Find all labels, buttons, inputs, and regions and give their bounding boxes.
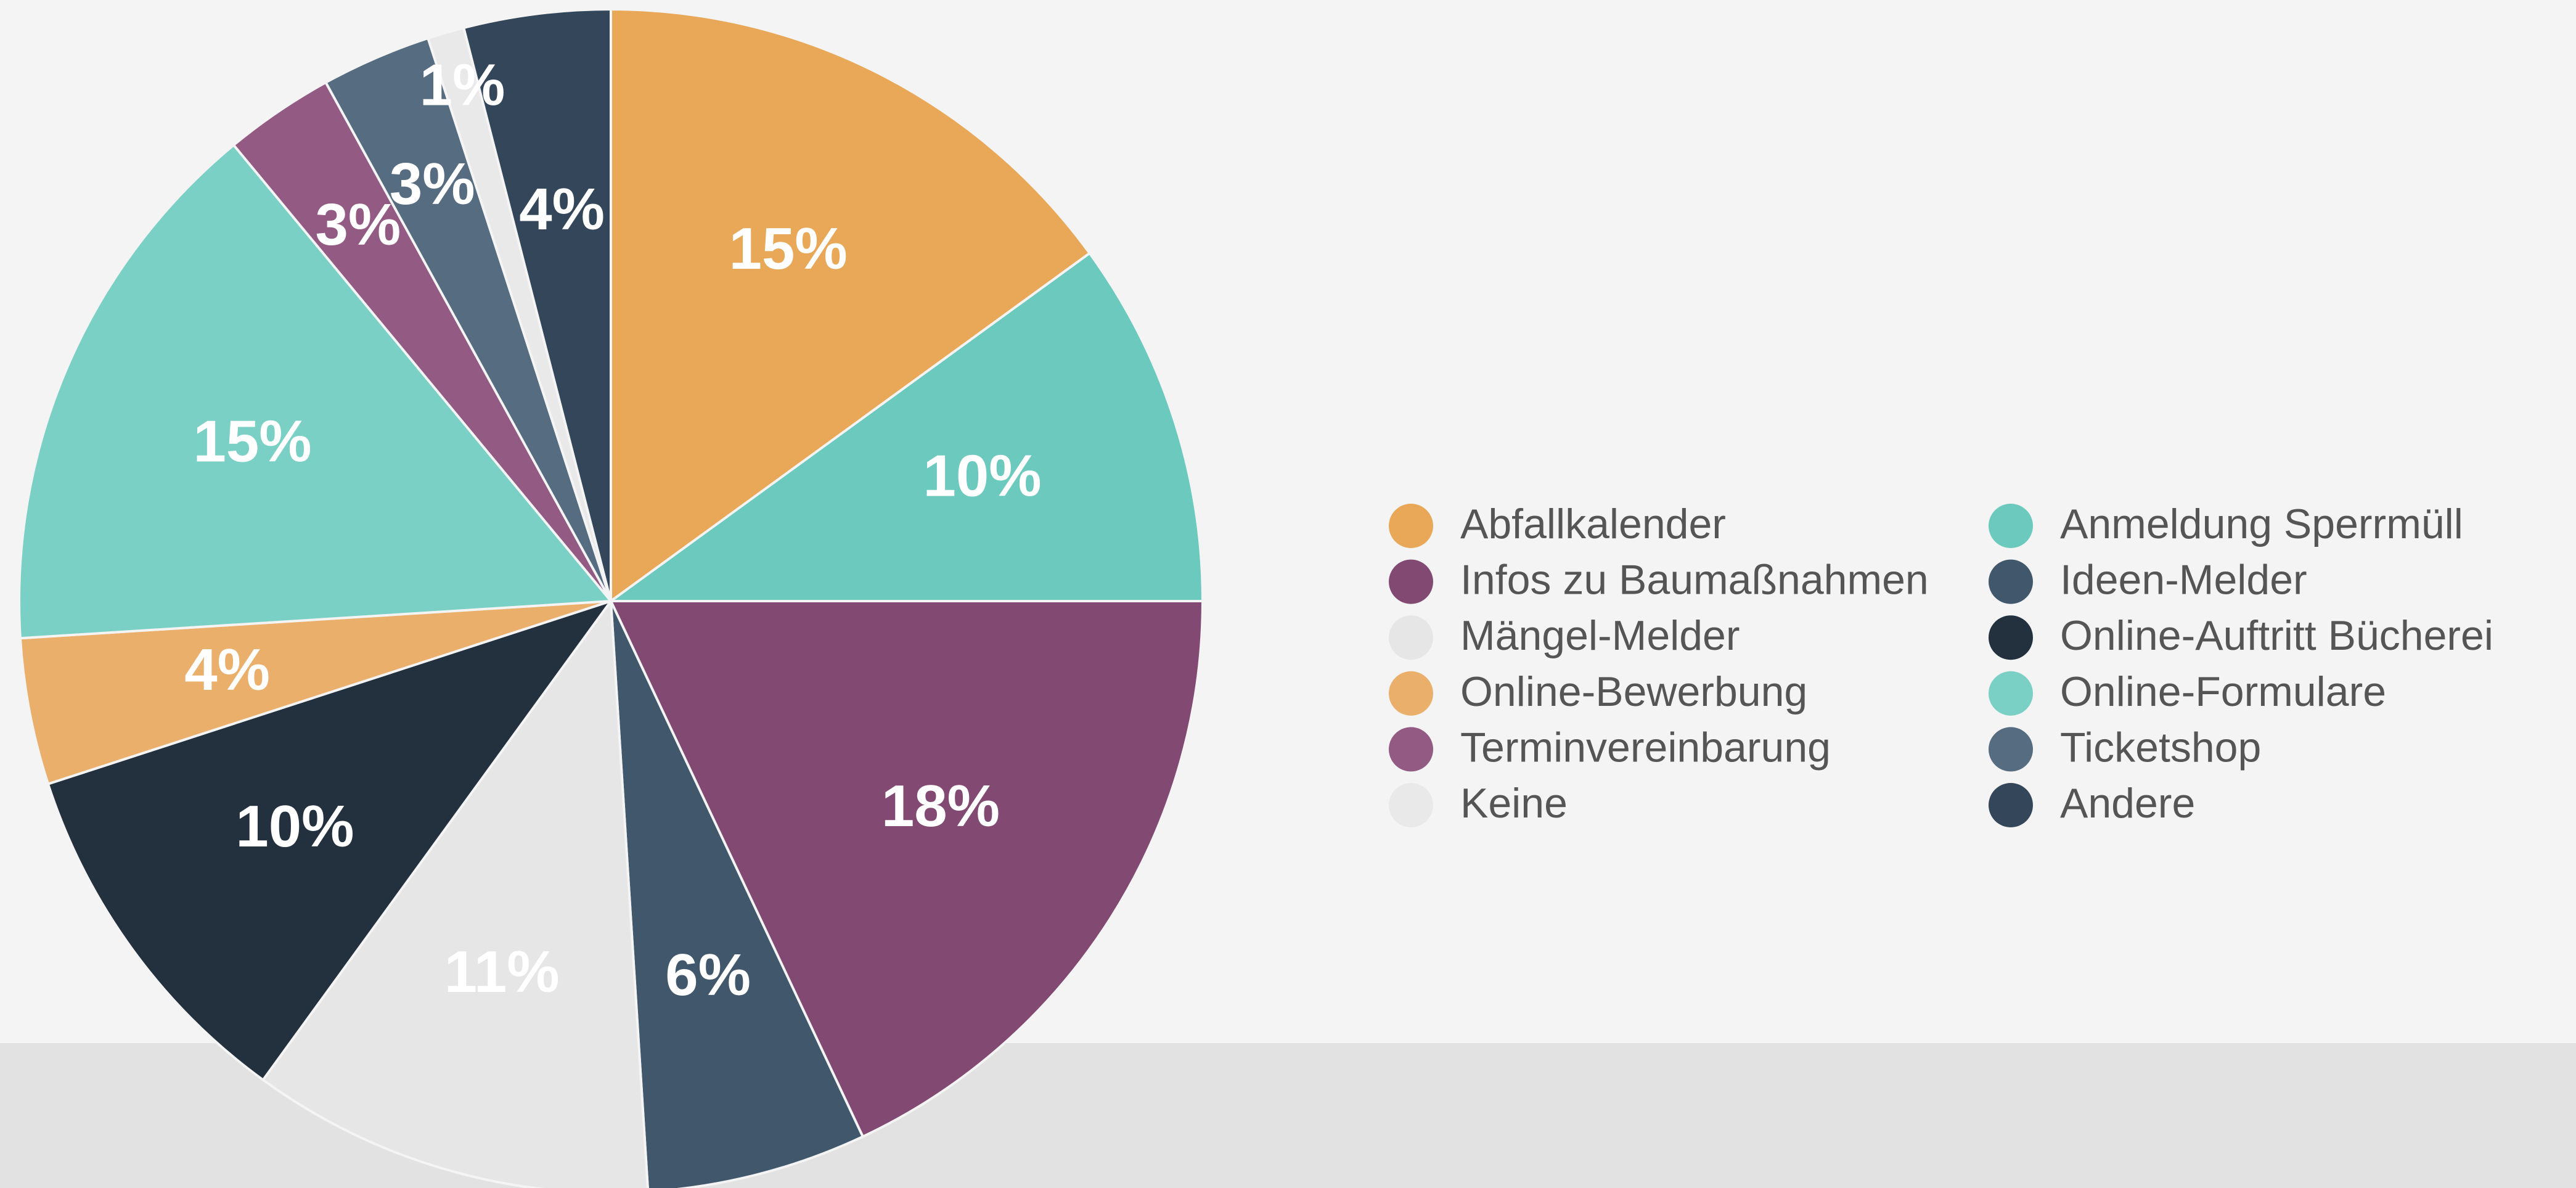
legend-label: Terminvereinbarung <box>1460 724 1831 771</box>
data-label: 15% <box>729 216 848 282</box>
data-label: 10% <box>923 443 1042 509</box>
data-label: 11% <box>444 939 560 1005</box>
legend-label: Ideen-Melder <box>2060 557 2307 604</box>
legend-swatch <box>1389 671 1433 716</box>
pie-slice <box>608 600 1204 1139</box>
legend-swatch <box>1389 504 1433 548</box>
legend-label: Online-Bewerbung <box>1460 668 1807 715</box>
data-label: 4% <box>184 637 270 703</box>
data-label: 4% <box>519 176 605 242</box>
legend-label: Keine <box>1460 780 1568 827</box>
pie-slice <box>18 600 611 786</box>
pie-slice <box>462 7 612 602</box>
legend-swatch <box>1989 504 2033 548</box>
data-label: 15% <box>193 409 311 475</box>
pie-slice <box>261 597 649 1188</box>
data-label: 1% <box>420 52 505 118</box>
legend-label: Infos zu Baumaßnahmen <box>1460 557 1929 604</box>
legend-swatch <box>1389 615 1433 660</box>
legend-swatch <box>1989 671 2033 716</box>
legend-label: Abfallkalender <box>1460 501 1726 547</box>
legend-label: Andere <box>2060 780 2195 827</box>
pie-slice <box>18 143 614 640</box>
legend-swatch <box>1389 727 1433 772</box>
data-label: 3% <box>390 151 475 217</box>
pie-slice <box>607 251 1204 602</box>
pie-slice <box>610 7 1092 604</box>
legend-swatch <box>1389 783 1433 827</box>
data-label: 6% <box>665 942 751 1008</box>
pie-slice <box>610 600 865 1188</box>
data-label: 3% <box>316 192 401 258</box>
legend-label: Online-Formulare <box>2060 668 2386 715</box>
legend-swatch <box>1989 615 2033 660</box>
data-label: 10% <box>235 793 354 859</box>
legend-swatch <box>1989 727 2033 772</box>
legend-label: Ticketshop <box>2060 724 2261 771</box>
data-label: 18% <box>881 773 1000 839</box>
legend-swatch <box>1389 559 1433 604</box>
legend-label: Online-Auftritt Bücherei <box>2060 612 2493 659</box>
legend-label: Anmeldung Sperrmüll <box>2060 501 2463 547</box>
legend-swatch <box>1989 559 2033 604</box>
legend-label: Mängel-Melder <box>1460 612 1740 659</box>
pie-slice <box>46 599 615 1082</box>
legend-swatch <box>1989 783 2033 827</box>
